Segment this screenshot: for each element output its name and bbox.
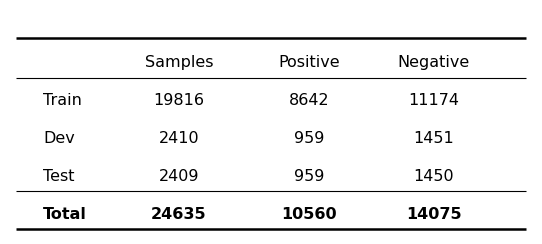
Text: 2409: 2409 <box>159 169 199 184</box>
Text: 1451: 1451 <box>413 131 454 146</box>
Text: Train: Train <box>43 93 82 108</box>
Text: Test: Test <box>43 169 75 184</box>
Text: 959: 959 <box>294 131 324 146</box>
Text: 14075: 14075 <box>406 207 461 222</box>
Text: 24635: 24635 <box>151 207 207 222</box>
Text: 2410: 2410 <box>159 131 199 146</box>
Text: 959: 959 <box>294 169 324 184</box>
Text: Dev: Dev <box>43 131 75 146</box>
Text: Positive: Positive <box>278 55 340 70</box>
Text: 11174: 11174 <box>408 93 459 108</box>
Text: 1450: 1450 <box>414 169 454 184</box>
Text: 8642: 8642 <box>289 93 329 108</box>
Text: Samples: Samples <box>145 55 213 70</box>
Text: Total: Total <box>43 207 87 222</box>
Text: Negative: Negative <box>397 55 470 70</box>
Text: 19816: 19816 <box>153 93 204 108</box>
Text: 10560: 10560 <box>281 207 337 222</box>
